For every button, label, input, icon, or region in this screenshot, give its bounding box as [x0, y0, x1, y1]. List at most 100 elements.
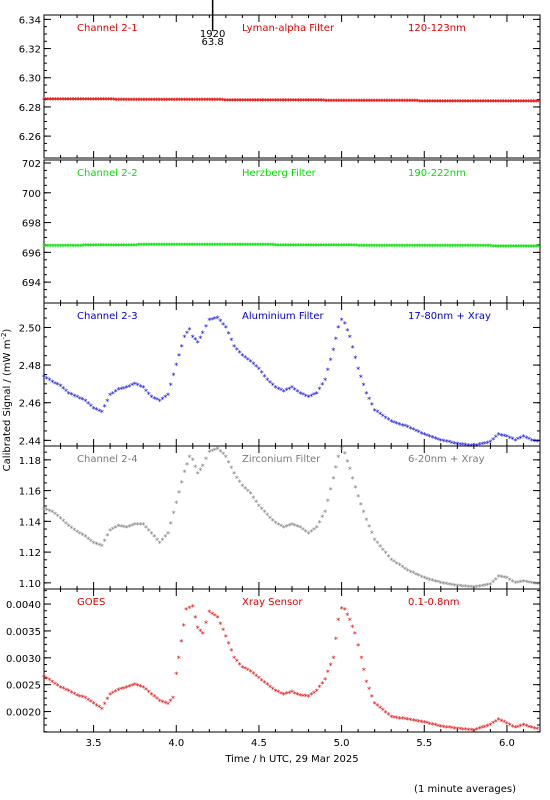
panel-5-point: *	[284, 690, 288, 699]
x-tick-label: 3.5	[86, 738, 102, 749]
panel-4-point: *	[334, 464, 338, 473]
panel-5-point: *	[386, 711, 390, 720]
panel-1-point: *	[341, 97, 345, 106]
panel-1-point: *	[495, 98, 499, 107]
panel-2-point: *	[520, 243, 524, 252]
panel-3-point: *	[125, 384, 129, 393]
panel-1-point: *	[50, 96, 54, 105]
panel-4-point: *	[224, 453, 228, 462]
panel-2-point: *	[512, 243, 516, 252]
panel-2-point: *	[467, 243, 471, 252]
panel-1-point: *	[525, 98, 529, 107]
panel-2-point: *	[173, 242, 177, 251]
panel-2-point: *	[45, 243, 49, 252]
panel-1-point: *	[311, 97, 315, 106]
panel-2-point: *	[73, 242, 77, 251]
panel-2-filter: Herzberg Filter	[242, 168, 317, 179]
panel-4-point: *	[329, 486, 333, 495]
panel-1-point: *	[483, 98, 487, 107]
panel-4-point: *	[389, 556, 393, 565]
panel-1-point: *	[178, 97, 182, 106]
panel-5-point: *	[168, 698, 172, 707]
panel-4-point: *	[320, 514, 324, 523]
panel-1-point: *	[252, 97, 256, 106]
panel-3-point: *	[198, 334, 202, 343]
panel-3-point: *	[235, 346, 239, 355]
panel-1-point: *	[169, 97, 173, 106]
panel-2-point: *	[133, 242, 137, 251]
panel-4-point: *	[177, 489, 181, 498]
panel-1-point: *	[386, 98, 390, 107]
panel-2-point: *	[288, 242, 292, 251]
panel-2-point: *	[483, 243, 487, 252]
panel-1-point: *	[452, 98, 456, 107]
panel-5-point: *	[184, 606, 188, 615]
panel-2-point: *	[513, 243, 517, 252]
panel-2-point: *	[341, 242, 345, 251]
panel-1-point: *	[308, 97, 312, 106]
panel-2-point: *	[221, 241, 225, 250]
panel-2-point: *	[354, 242, 358, 251]
panel-4-point: *	[447, 581, 451, 590]
panel-1-point: *	[394, 98, 398, 107]
panel-5-point: *	[119, 686, 123, 695]
panel-2-point: *	[502, 243, 506, 252]
panel-2-point: *	[533, 243, 537, 252]
panel-1-point: *	[211, 97, 215, 106]
panel-2-point: *	[323, 242, 327, 251]
panel-2-point: *	[136, 242, 140, 251]
panel-3-point: *	[499, 432, 503, 441]
panel-5-point: *	[444, 724, 448, 733]
panel-1-point: *	[120, 96, 124, 105]
panel-1-point: *	[60, 96, 64, 105]
panel-3-point: *	[486, 439, 490, 448]
panel-5-point: *	[229, 647, 233, 656]
panel-4-point: *	[488, 581, 492, 590]
panel-4-point: *	[458, 583, 462, 592]
panel-2-point: *	[49, 243, 53, 252]
panel-4-point: *	[351, 475, 355, 484]
panel-1-point: *	[97, 96, 101, 105]
panel-4-point: *	[70, 525, 74, 534]
panel-1-point: *	[503, 98, 507, 107]
panel-2-point: *	[154, 242, 158, 251]
panel-4-point: *	[94, 540, 98, 549]
panel-1-point: *	[118, 96, 122, 105]
panel-2-point: *	[239, 242, 243, 251]
panel-3-point: *	[158, 397, 162, 406]
panel-4-point: *	[276, 521, 280, 530]
panel-2-point: *	[416, 243, 420, 252]
panel-5-point: *	[207, 609, 211, 618]
panel-3-point: *	[497, 431, 501, 440]
panel-5-point: *	[235, 658, 239, 667]
panel-1-point: *	[512, 98, 516, 107]
panel-2-point: *	[424, 243, 428, 252]
panel-1-point: *	[62, 96, 66, 105]
panel-3-point: *	[408, 425, 412, 434]
panel-5-point: *	[130, 682, 134, 691]
panel-5-point: *	[238, 661, 242, 670]
panel-2-point: *	[311, 242, 315, 251]
panel-5-point: *	[530, 724, 534, 733]
panel-1-point: *	[388, 98, 392, 107]
panel-2-point: *	[237, 242, 241, 251]
panel-4-point: *	[229, 465, 233, 474]
panel-2-point: *	[178, 241, 182, 250]
panel-4-point: *	[420, 573, 424, 582]
panel-4-point: *	[61, 517, 65, 526]
panel-4-point: *	[210, 448, 214, 457]
panel-3-point: *	[232, 343, 236, 352]
panel-1-point: *	[199, 97, 203, 106]
panel-2-point: *	[508, 243, 512, 252]
panel-4-point: *	[149, 530, 153, 539]
panel-1-point: *	[518, 98, 522, 107]
panel-3-point: *	[516, 436, 520, 445]
panel-2-point: *	[100, 242, 104, 251]
panel-2-point: *	[224, 242, 228, 251]
panel-2-point: *	[95, 242, 99, 251]
panel-1-point: *	[125, 96, 129, 105]
panel-4-point: *	[304, 528, 308, 537]
panel-3-point: *	[367, 395, 371, 404]
panel-1-point: *	[283, 97, 287, 106]
